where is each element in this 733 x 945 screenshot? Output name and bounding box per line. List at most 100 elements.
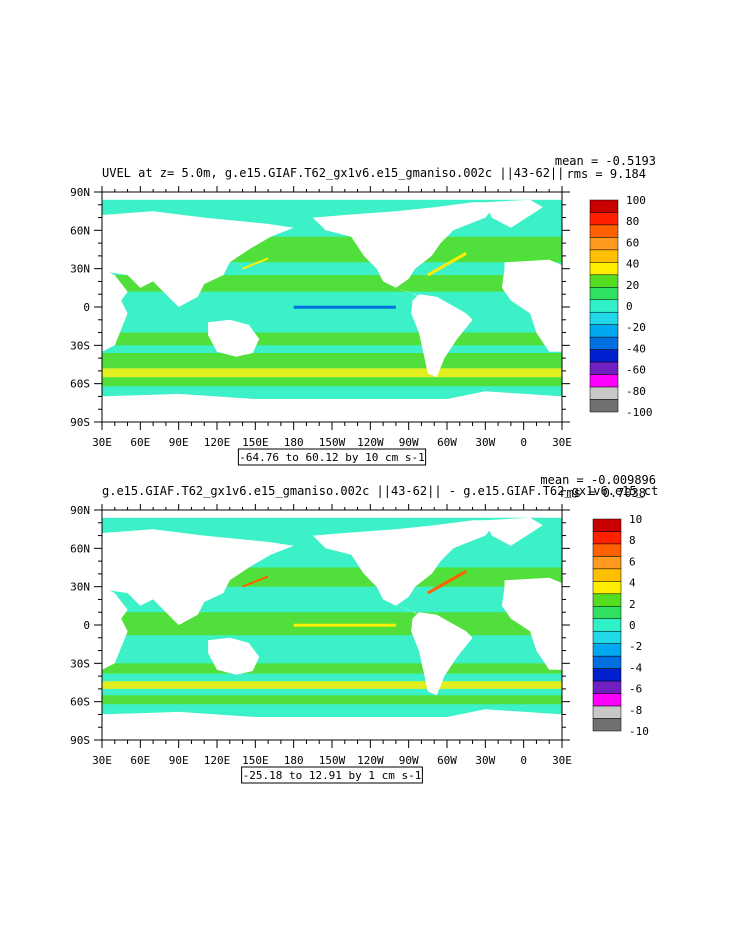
colorbar-label: 8 [629, 534, 636, 547]
colorbar-swatch [589, 324, 619, 338]
colorbar-label: 6 [629, 555, 636, 568]
lat-label: 0 [83, 301, 90, 314]
colorbar-label: 20 [626, 279, 639, 292]
colorbar-swatch [589, 224, 619, 238]
colorbar-swatch [592, 568, 622, 582]
lon-label: 30E [92, 754, 112, 767]
colorbar-label: 100 [626, 194, 646, 207]
eurasia-africa-land [101, 204, 128, 422]
panel-title: g.e15.GIAF.T62_gx1v6.e15_gmaniso.002c ||… [102, 484, 658, 498]
colorbar-label: -4 [629, 661, 643, 674]
colorbar-swatch [589, 374, 619, 388]
colorbar-swatch [589, 386, 619, 400]
lon-label: 90E [169, 754, 189, 767]
lat-label: 60N [70, 224, 90, 237]
ocean-band [102, 663, 562, 674]
north-america [312, 202, 499, 288]
north-america [312, 520, 499, 606]
colorbar-swatch [592, 718, 622, 732]
lon-label: 30W [475, 754, 495, 767]
range-frame [237, 448, 427, 466]
colorbar-label: -20 [626, 321, 646, 334]
colorbar-label: 40 [626, 258, 639, 271]
colorbar-swatch [589, 249, 619, 263]
lon-label: 60W [437, 436, 457, 449]
africa [501, 259, 565, 352]
lat-label: 90S [70, 734, 90, 747]
colorbar-swatch [589, 212, 619, 226]
equatorial-current [293, 623, 396, 627]
ocean-band [102, 275, 562, 292]
colorbar-swatch [589, 199, 619, 213]
lon-label: 90W [399, 436, 419, 449]
lon-label: 120E [204, 754, 231, 767]
colorbar-label: 10 [629, 513, 642, 526]
colorbar-swatch [589, 361, 619, 375]
colorbar-swatch [592, 518, 622, 532]
colorbar-swatch [592, 531, 622, 545]
colorbar-swatch [592, 668, 622, 682]
lon-label: 30E [552, 754, 572, 767]
lon-label: 30W [475, 436, 495, 449]
colorbar-swatch [592, 606, 622, 620]
antarctic-blank [102, 399, 562, 422]
ocean-band [102, 695, 562, 705]
colorbar-swatch [592, 618, 622, 632]
range-text: -25.18 to 12.91 by 1 cm s-1 [243, 769, 422, 782]
lon-label: 90E [169, 436, 189, 449]
gulf-stream [427, 252, 467, 277]
colorbar-swatch [592, 581, 622, 595]
colorbar: 100 80 60 40 20 0 -20 -40 -60 -80 -100 [589, 194, 653, 419]
colorbar-label: 0 [629, 619, 636, 632]
panel-title: UVEL at z= 5.0m, g.e15.GIAF.T62_gx1v6.e1… [102, 166, 564, 180]
lon-label: 0 [520, 754, 527, 767]
lat-label: 60S [70, 696, 90, 709]
ocean-band [102, 332, 562, 346]
colorbar-label: 4 [629, 577, 636, 590]
lon-label: 0 [520, 436, 527, 449]
colorbar-label: -6 [629, 683, 642, 696]
rms-stat: rms = 0.7038 [559, 486, 646, 500]
colorbar-swatch [592, 693, 622, 707]
lon-label: 150E [242, 436, 269, 449]
map-panel-1: 30E 60E 90E 120E 150E 180 150W 120W 90W 60W 30W 0 30… [70, 154, 656, 466]
lon-label: 30E [552, 436, 572, 449]
gulf-stream [427, 570, 467, 595]
colorbar-label: -80 [626, 385, 646, 398]
ocean-band [102, 353, 562, 369]
colorbar-label: -100 [626, 406, 653, 419]
lon-label: 60E [130, 754, 150, 767]
lon-label: 90W [399, 754, 419, 767]
colorbar-label: -60 [626, 364, 646, 377]
colorbar-swatch [589, 311, 619, 325]
colorbar-swatch [589, 336, 619, 350]
lon-label: 150E [242, 754, 269, 767]
colorbar-swatch [592, 630, 622, 644]
colorbar-swatch [589, 237, 619, 251]
lon-label: 120E [204, 436, 231, 449]
colorbar-label: -40 [626, 342, 646, 355]
lon-label: 150W [319, 754, 346, 767]
colorbar-label: 60 [626, 236, 639, 249]
colorbar-swatch [589, 349, 619, 363]
colorbar-swatch [592, 643, 622, 657]
arctic-blank [102, 510, 562, 518]
ocean-band [102, 681, 562, 689]
kuroshio [242, 257, 269, 270]
equatorial-current [293, 305, 396, 309]
colorbar-swatch [592, 705, 622, 719]
colorbar-swatch [589, 287, 619, 301]
south-america [411, 294, 473, 378]
lat-label: 30N [70, 581, 90, 594]
antarctic-blank [102, 717, 562, 740]
colorbar-swatch [589, 299, 619, 313]
colorbar-swatch [589, 262, 619, 276]
colorbar-swatch [592, 543, 622, 557]
colorbar-label: 0 [626, 300, 633, 313]
lon-label: 150W [319, 436, 346, 449]
greenland [485, 199, 543, 228]
greenland [485, 517, 543, 546]
lat-label: 0 [83, 619, 90, 632]
ocean-band [102, 377, 562, 387]
